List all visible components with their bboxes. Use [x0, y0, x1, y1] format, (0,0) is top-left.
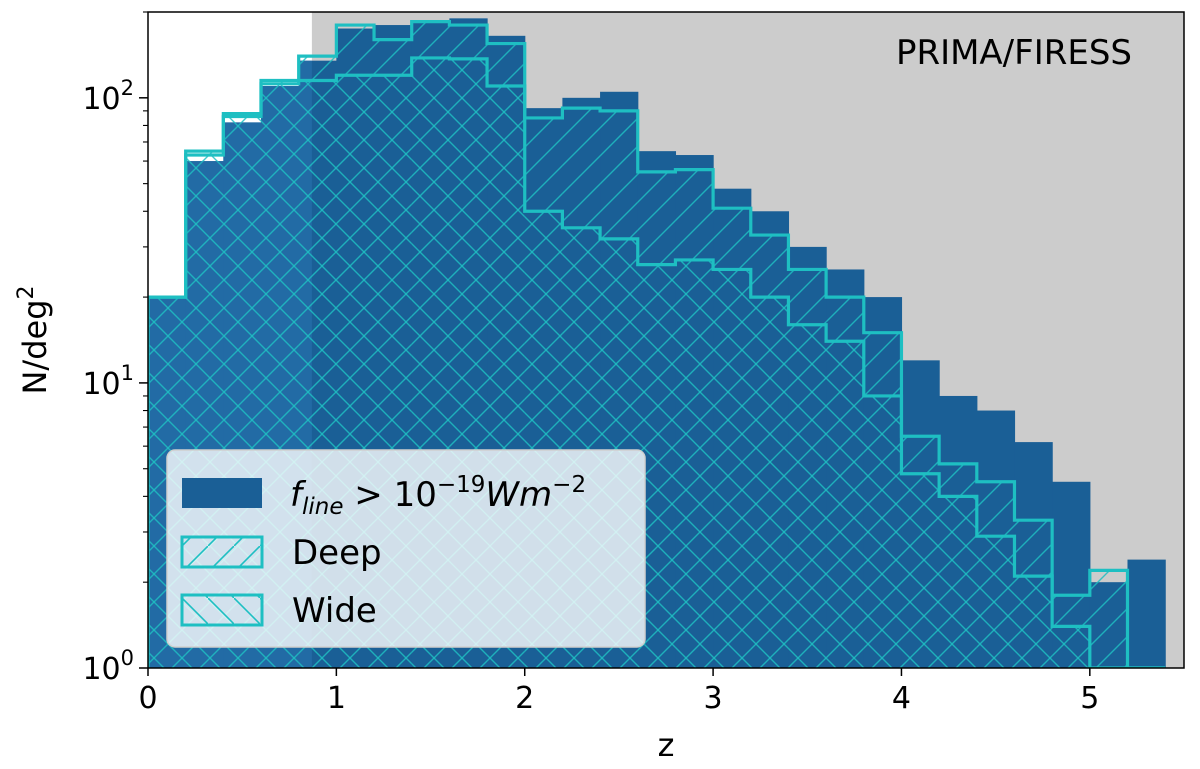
legend-label-wide: Wide — [292, 591, 377, 631]
wide-hatch-bin-21 — [939, 496, 977, 668]
x-tick-label-5: 5 — [1080, 681, 1099, 716]
legend-swatch-deep — [180, 535, 264, 569]
y-tick-label-2: 102 — [82, 76, 134, 117]
axes-frame — [147, 11, 1185, 669]
wide-hatch-bin-17 — [788, 324, 827, 668]
wide-hatch-bin-16 — [750, 297, 789, 668]
y-tick-label-0: 100 — [82, 646, 134, 687]
wide-hatch-bin-14 — [675, 259, 714, 668]
wide-outline — [148, 56, 1166, 668]
y-tick-label-1: 101 — [82, 361, 134, 402]
deep-outline — [148, 20, 1166, 668]
x-tick-label-1: 1 — [327, 681, 346, 716]
wide-hatch-bin-15 — [713, 269, 751, 668]
wide-hatch-bin-18 — [826, 341, 864, 668]
x-tick-label-2: 2 — [515, 681, 534, 716]
wide-hatch-bin-24 — [1052, 626, 1090, 668]
legend-label-deep: Deep — [292, 533, 382, 573]
deep-hatch-bin-25 — [1089, 570, 1128, 668]
wide-hatch-bin-22 — [976, 536, 1015, 668]
legend-swatch-wide — [180, 593, 264, 627]
wide-hatch-bin-23 — [1014, 576, 1053, 668]
bar-bin-26 — [1127, 559, 1166, 668]
y-axis-title: N/deg2 — [14, 285, 54, 394]
panel-annotation: PRIMA/FIRESS — [896, 33, 1132, 73]
legend-swatch-flux-limit — [182, 478, 262, 508]
wide-hatch-bin-19 — [863, 395, 902, 668]
step-outlines — [148, 20, 1166, 668]
x-tick-label-4: 4 — [892, 681, 911, 716]
legend: fline > 10−19Wm−2 Deep Wide — [166, 449, 646, 648]
x-axis: 0 1 2 3 4 5 — [138, 668, 1099, 716]
x-tick-label-0: 0 — [138, 681, 157, 716]
legend-label-flux-limit: fline > 10−19Wm−2 — [290, 472, 586, 520]
legend-box — [166, 449, 646, 648]
y-axis: 100 101 102 — [82, 11, 148, 687]
x-axis-title: z — [658, 726, 675, 764]
wide-hatch-bin-20 — [901, 473, 940, 668]
x-tick-label-3: 3 — [704, 681, 723, 716]
